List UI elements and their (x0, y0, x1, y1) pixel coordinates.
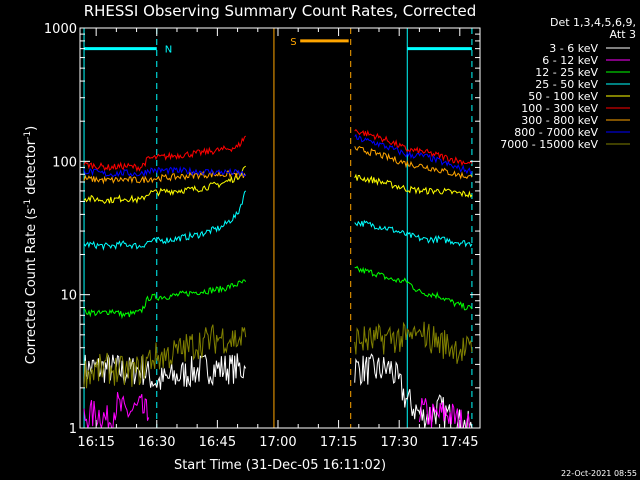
series-line (354, 173, 473, 198)
legend-header: Det 1,3,4,5,6,9, (550, 16, 636, 29)
y-axis-label-main: Corrected Count Rate (s (24, 208, 39, 365)
series-line (354, 145, 473, 180)
x-tick-label: 16:30 (138, 435, 175, 450)
series-line (83, 324, 247, 389)
x-tick-label: 16:45 (199, 435, 236, 450)
legend-entry-label: 3 - 6 keV (549, 42, 598, 55)
y-axis-label: Corrected Count Rate (s-1 detector-1) (23, 126, 39, 364)
y-axis-label-sup2: -1 (23, 131, 33, 140)
series-50-100-kev (83, 165, 473, 205)
plot-area: NS 16:15 16:30 16:45 17:00 17:15 17:30 17:4511… (44, 22, 481, 450)
observation-annotations: NS (83, 28, 473, 428)
series-line (83, 135, 247, 173)
series-line (354, 265, 473, 311)
series-line (83, 190, 247, 251)
plot-frame (79, 27, 481, 429)
series-line (83, 279, 247, 320)
x-tick-label: 17:30 (380, 435, 417, 450)
series-7000-15000-kev (83, 321, 473, 389)
series-line (83, 170, 247, 185)
series-line (83, 353, 247, 390)
legend-entry-label: 12 - 25 keV (535, 66, 598, 79)
legend-header: Att 3 (610, 28, 636, 41)
series-3-6-kev (83, 353, 473, 429)
y-axis-label-tail: ) (24, 126, 39, 131)
series-line (83, 165, 246, 205)
legend-entry-label: 6 - 12 keV (542, 54, 598, 67)
series-800-7000-kev (83, 133, 473, 178)
legend-entry-label: 7000 - 15000 keV (500, 138, 598, 151)
series-line (83, 392, 150, 429)
x-tick-label: 16:15 (77, 435, 114, 450)
x-tick-label: 17:45 (441, 435, 478, 450)
series-100-300-kev (83, 128, 473, 173)
legend-entry-label: 800 - 7000 keV (514, 126, 598, 139)
series-300-800-kev (83, 145, 473, 185)
y-axis-label-sup: -1 (23, 199, 33, 208)
chart-title: RHESSI Observing Summary Count Rates, Co… (84, 2, 477, 20)
legend-entry-label: 25 - 50 keV (535, 78, 598, 91)
axes: 16:15 16:30 16:45 17:00 17:15 17:30 17:45 1 10 10… (44, 22, 480, 450)
y-tick-label: 10 (60, 289, 77, 304)
legend-entry-label: 100 - 300 keV (521, 102, 598, 115)
series-line (354, 321, 473, 364)
series-25-50-kev (83, 190, 473, 251)
legend-entry-label: 50 - 100 keV (528, 90, 598, 103)
y-tick-label: 100 (52, 155, 77, 170)
series-line (354, 133, 473, 176)
series-line (354, 128, 473, 167)
y-tick-label: 1000 (44, 22, 77, 37)
x-axis-label: Start Time (31-Dec-05 16:11:02) (174, 458, 386, 473)
y-tick-label: 1 (69, 422, 77, 437)
series-layer (83, 128, 473, 429)
annotation-label: S (290, 37, 296, 48)
series-line (83, 165, 247, 178)
timestamp: 22-Oct-2021 08:55 (561, 469, 637, 478)
series-line (354, 219, 473, 248)
x-tick-label: 17:00 (259, 435, 296, 450)
series-12-25-kev (83, 265, 473, 320)
y-axis-label-rest: detector (24, 139, 39, 199)
x-tick-label: 17:15 (320, 435, 357, 450)
annotation-label: N (165, 45, 172, 56)
legend-entry-label: 300 - 800 keV (521, 114, 598, 127)
